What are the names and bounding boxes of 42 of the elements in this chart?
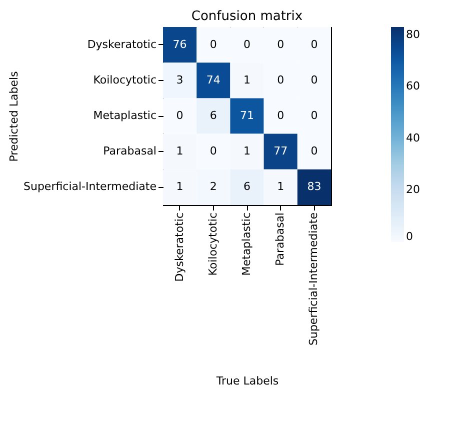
y-tick-label: Koilocytotic <box>93 73 156 86</box>
y-tick-label: Dyskeratotic <box>87 38 156 51</box>
x-tick-label: Koilocytotic <box>206 212 220 276</box>
data-label: 2 <box>210 180 217 194</box>
data-label: 0 <box>277 38 284 51</box>
y-tick-label: Superficial-Intermediate <box>24 180 157 194</box>
color-bar-label: 40 <box>406 131 420 144</box>
data-label: 71 <box>240 109 254 122</box>
data-label: 0 <box>210 38 217 51</box>
x-tick-label: Superficial-Intermediate <box>307 212 320 346</box>
data-label: 0 <box>310 73 318 86</box>
y-tick-label: Metaplastic <box>93 109 156 122</box>
color-bar-label: 0 <box>406 230 413 243</box>
data-label: 1 <box>277 180 284 194</box>
data-label: 1 <box>176 180 184 194</box>
data-label: 76 <box>172 38 187 51</box>
color-bar-label: 60 <box>406 80 420 93</box>
data-label: 1 <box>176 144 184 158</box>
x-tick-label: Metaplastic <box>240 212 253 276</box>
data-label: 6 <box>210 109 217 122</box>
data-label: 6 <box>244 180 250 194</box>
data-label: 0 <box>277 73 284 86</box>
color-bar-label: 80 <box>406 28 420 41</box>
data-label: 1 <box>244 144 250 158</box>
y-axis-title: Predicted Labels <box>8 70 21 162</box>
data-label: 83 <box>307 180 322 194</box>
data-label: 0 <box>210 144 217 158</box>
color-bar-label: 20 <box>406 183 420 196</box>
x-axis-title: True Labels <box>215 374 279 388</box>
data-label: 0 <box>244 38 250 51</box>
chart-title: Confusion matrix <box>191 9 303 24</box>
data-label: 0 <box>310 144 318 158</box>
data-label: 0 <box>176 109 184 122</box>
data-label: 0 <box>277 109 284 122</box>
data-label: 3 <box>176 73 184 86</box>
data-label: 0 <box>310 109 318 122</box>
data-label: 1 <box>244 73 250 86</box>
data-label: 0 <box>310 38 318 51</box>
x-tick-label: Parabasal <box>274 212 287 266</box>
y-tick-label: Parabasal <box>103 144 156 158</box>
data-label: 77 <box>274 144 288 158</box>
data-label: 74 <box>206 73 220 86</box>
